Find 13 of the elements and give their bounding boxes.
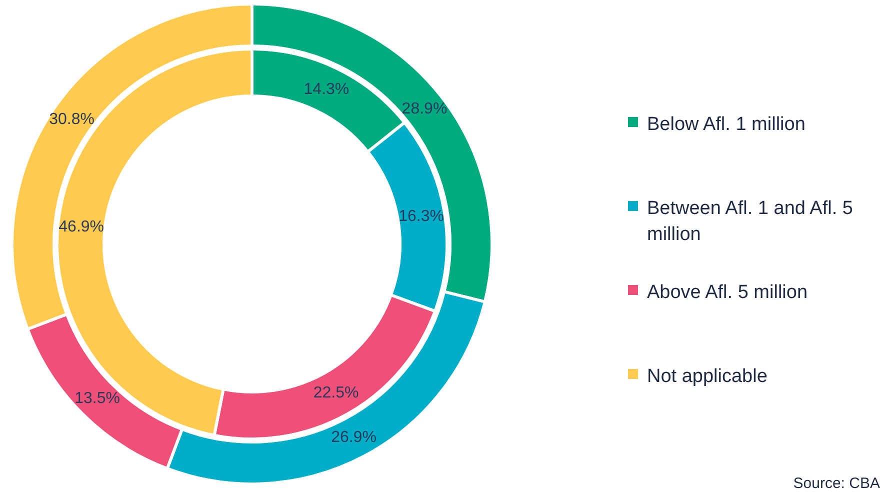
legend-label: Not applicable (647, 366, 768, 388)
legend-label: Below Afl. 1 million (647, 114, 806, 136)
legend-label: Above Afl. 5 million (647, 282, 808, 304)
legend-label: Between Afl. 1 and Afl. 5 million (647, 198, 853, 246)
data-label: 28.9% (402, 100, 448, 118)
data-label: 30.8% (49, 110, 94, 128)
data-label: 13.5% (74, 390, 120, 408)
data-label: 22.5% (313, 384, 359, 402)
data-label: 46.9% (58, 218, 104, 236)
data-label: 26.9% (331, 429, 376, 446)
source-note: Source: CBA (793, 475, 880, 492)
data-label: 16.3% (398, 208, 444, 225)
data-label: 14.3% (304, 80, 350, 98)
